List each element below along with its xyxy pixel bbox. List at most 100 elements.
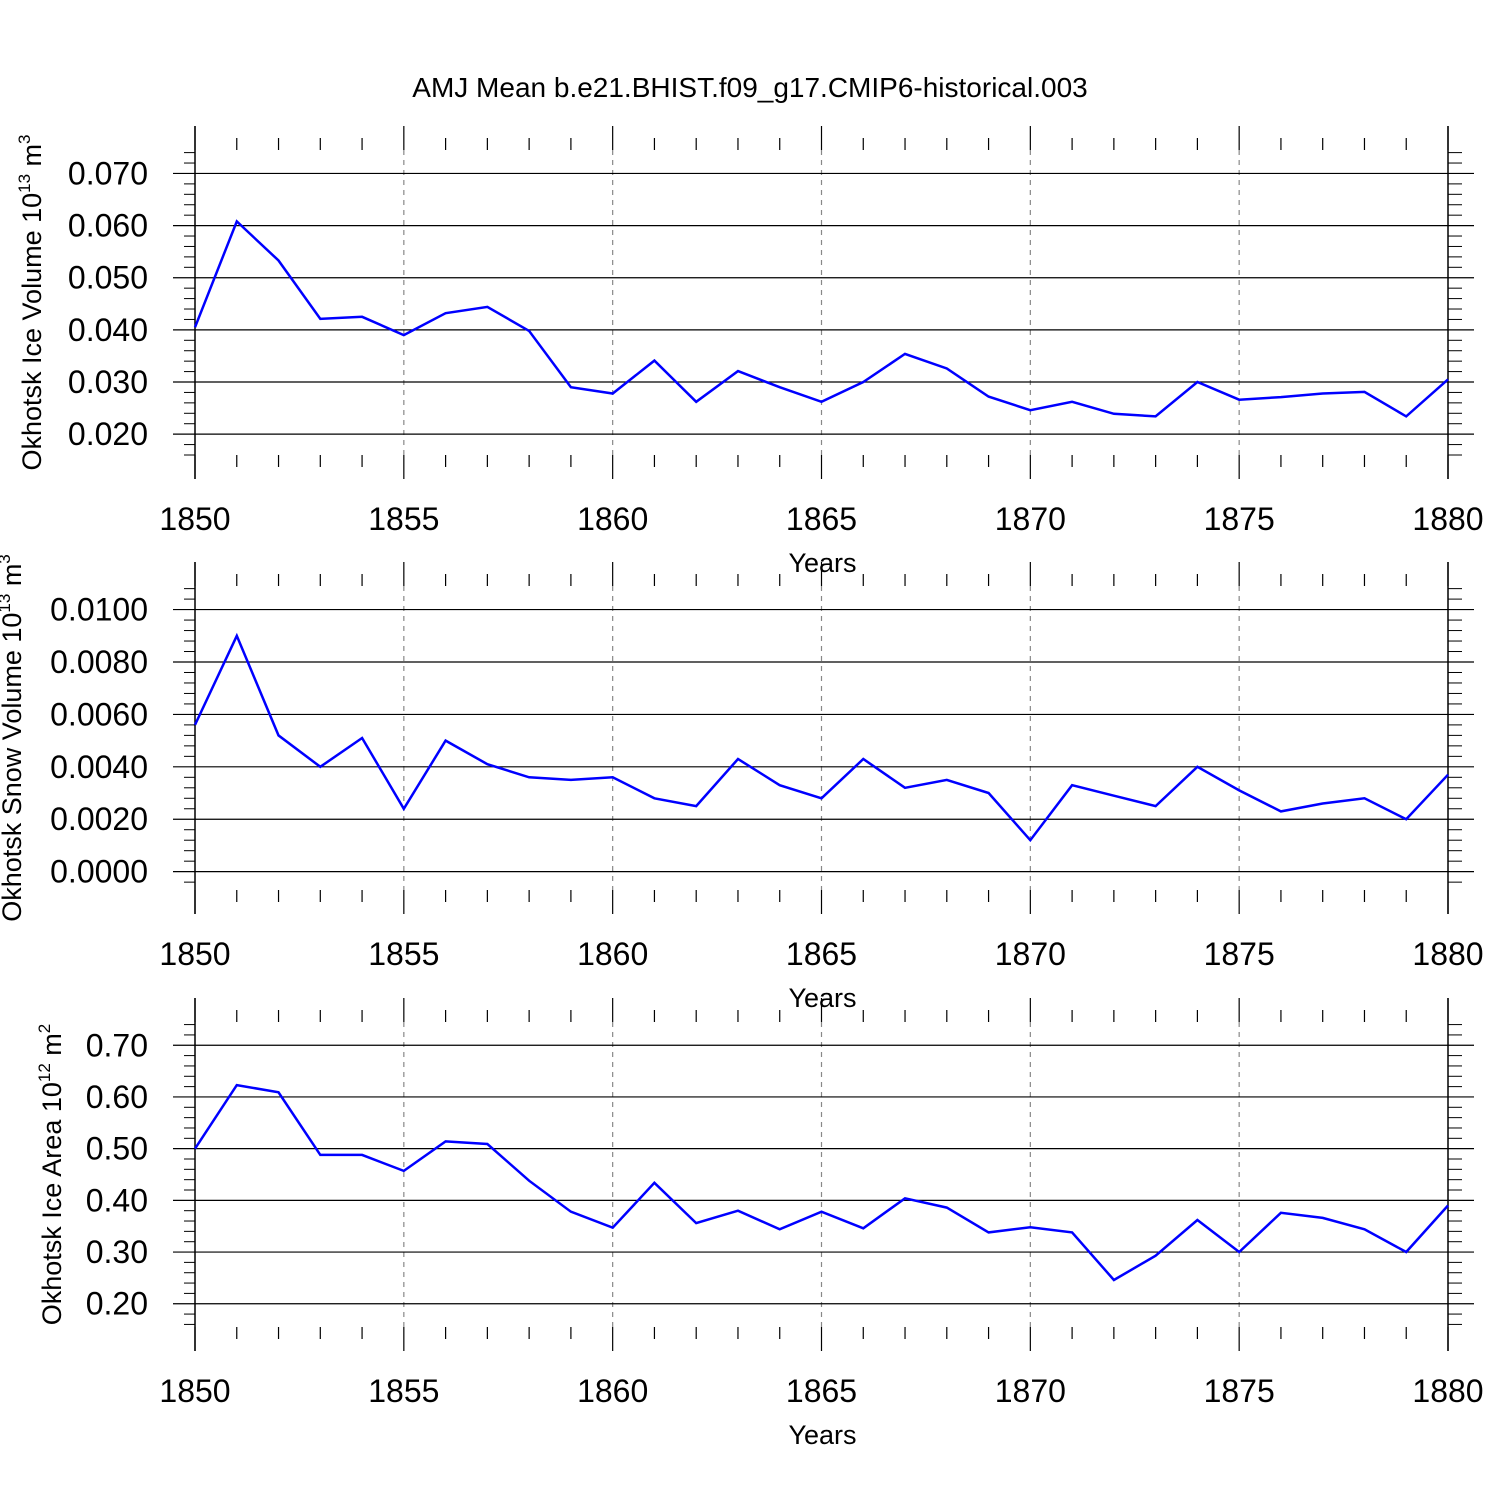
- data-point: [946, 779, 948, 781]
- figure-title: AMJ Mean b.e21.BHIST.f09_g17.CMIP6-histo…: [412, 72, 1088, 103]
- panel-3: 0.20 0.30 0.40 0.50 0.60 0.70 1850 1855 1860 1865…: [35, 998, 1484, 1450]
- x-tick-label: 1875: [1204, 936, 1275, 972]
- y-tick-label: 0.40: [86, 1182, 148, 1218]
- data-point: [1113, 413, 1115, 415]
- y-tick-label: 0.020: [68, 416, 148, 452]
- data-point: [1154, 415, 1156, 417]
- data-point: [361, 316, 363, 318]
- y-tick-label: 0.060: [68, 208, 148, 244]
- data-point: [1238, 399, 1240, 401]
- data-point: [1113, 794, 1115, 796]
- data-point: [361, 737, 363, 739]
- data-point: [1113, 1279, 1115, 1281]
- x-tick-label: 1850: [159, 936, 230, 972]
- data-point: [528, 776, 530, 778]
- data-point: [611, 776, 613, 778]
- data-point: [779, 784, 781, 786]
- data-point: [653, 359, 655, 361]
- data-point: [737, 370, 739, 372]
- data-point: [653, 797, 655, 799]
- data-point: [1238, 1251, 1240, 1253]
- x-axis-label: Years: [788, 548, 856, 578]
- data-point: [1322, 392, 1324, 394]
- data-point: [695, 401, 697, 403]
- data-point: [779, 386, 781, 388]
- x-tick-label: 1870: [995, 936, 1066, 972]
- data-point: [987, 792, 989, 794]
- data-point: [277, 734, 279, 736]
- x-axis-label: Years: [788, 983, 856, 1013]
- x-tick-label: 1880: [1412, 1373, 1483, 1409]
- data-point: [194, 326, 196, 328]
- x-tick-label: 1865: [786, 1373, 857, 1409]
- y-tick-label: 0.0040: [50, 749, 148, 785]
- data-point: [277, 1091, 279, 1093]
- data-point: [653, 1182, 655, 1184]
- data-point: [444, 739, 446, 741]
- data-point: [1029, 839, 1031, 841]
- series-line: [193, 219, 1449, 418]
- data-point: [236, 1084, 238, 1086]
- data-point: [1280, 1212, 1282, 1214]
- y-tick-label: 0.20: [86, 1286, 148, 1322]
- x-tick-label: 1880: [1412, 936, 1483, 972]
- data-point: [1322, 802, 1324, 804]
- x-tick-label: 1855: [368, 936, 439, 972]
- y-tick-label: 0.0000: [50, 854, 148, 890]
- data-point: [737, 758, 739, 760]
- data-point: [1029, 1226, 1031, 1228]
- y-tick-label: 0.30: [86, 1234, 148, 1270]
- x-tick-label: 1850: [159, 1373, 230, 1409]
- data-point: [737, 1209, 739, 1211]
- data-point: [946, 1206, 948, 1208]
- data-point: [403, 808, 405, 810]
- data-point: [1238, 789, 1240, 791]
- data-point: [194, 724, 196, 726]
- y-axis-label: Okhotsk Snow Volume 1013 m3: [0, 554, 27, 922]
- y-tick-label: 0.0100: [50, 592, 148, 628]
- data-point: [236, 635, 238, 637]
- y-tick-label: 0.0020: [50, 801, 148, 837]
- y-axis-label: Okhotsk Ice Volume 1013 m3: [15, 134, 47, 470]
- data-point: [1280, 396, 1282, 398]
- x-tick-label: 1855: [368, 501, 439, 537]
- data-point: [319, 1154, 321, 1156]
- data-point: [695, 805, 697, 807]
- data-point: [486, 763, 488, 765]
- data-point: [1405, 818, 1407, 820]
- data-point: [820, 401, 822, 403]
- data-point: [1071, 401, 1073, 403]
- y-tick-label: 0.040: [68, 312, 148, 348]
- x-tick-label: 1870: [995, 1373, 1066, 1409]
- data-point: [1322, 1217, 1324, 1219]
- data-point: [1447, 1204, 1449, 1206]
- series-line: [193, 632, 1449, 843]
- data-point: [1196, 381, 1198, 383]
- data-point: [904, 1197, 906, 1199]
- data-point: [528, 1180, 530, 1182]
- panel-1: 0.020 0.030 0.040 0.050 0.060 0.070 1850 1855 18…: [15, 126, 1484, 578]
- data-point: [1363, 391, 1365, 393]
- x-axis-label: Years: [788, 1420, 856, 1450]
- data-point: [403, 1170, 405, 1172]
- data-point: [319, 318, 321, 320]
- x-tick-label: 1860: [577, 501, 648, 537]
- data-point: [695, 1222, 697, 1224]
- data-point: [1280, 810, 1282, 812]
- data-point: [277, 259, 279, 261]
- y-tick-label: 0.070: [68, 155, 148, 191]
- x-tick-label: 1880: [1412, 501, 1483, 537]
- data-point: [403, 334, 405, 336]
- y-tick-label: 0.60: [86, 1079, 148, 1115]
- data-point: [820, 797, 822, 799]
- x-tick-label: 1865: [786, 936, 857, 972]
- data-point: [570, 779, 572, 781]
- x-tick-label: 1860: [577, 1373, 648, 1409]
- data-point: [194, 1147, 196, 1149]
- data-point: [987, 1231, 989, 1233]
- y-axis-label: Okhotsk Ice Area 1012 m2: [35, 1024, 67, 1326]
- data-point: [486, 1143, 488, 1145]
- data-point: [611, 392, 613, 394]
- data-point: [1029, 409, 1031, 411]
